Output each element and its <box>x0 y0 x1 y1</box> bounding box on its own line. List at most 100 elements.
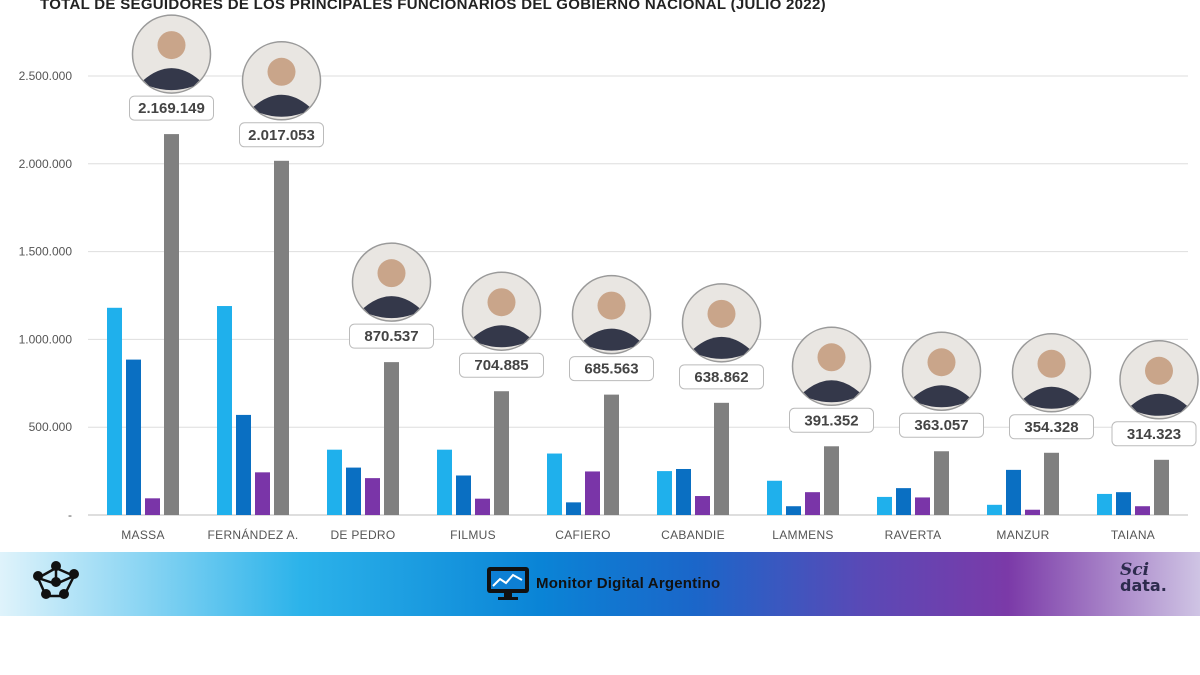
y-tick-label: 500.000 <box>29 420 73 434</box>
total-value-label: 2.169.149 <box>138 100 205 117</box>
bar-de-pedro-s4 <box>384 362 399 515</box>
category-label: TAIANA <box>1111 528 1155 542</box>
y-tick-label: 1.500.000 <box>19 245 73 259</box>
category-label: LAMMENS <box>772 528 833 542</box>
total-label-group: 314.323 <box>1111 421 1197 447</box>
bar-massa-s4 <box>164 134 179 515</box>
total-label-box <box>349 323 434 349</box>
total-label-box <box>1009 414 1094 440</box>
bar-fern-ndez-a--s4 <box>274 160 289 516</box>
bar-cabandie-s3 <box>695 496 710 515</box>
person-avatar-icon <box>791 326 872 407</box>
total-label-group: 685.563 <box>569 356 654 382</box>
person-avatar-icon <box>131 14 212 94</box>
category-label: CABANDIE <box>661 528 725 542</box>
bar-fern-ndez-a--s3 <box>255 472 270 515</box>
total-label-group: 363.057 <box>899 412 984 438</box>
footer-banner: Monitor Digital Argentino Sci data. <box>0 552 1200 616</box>
total-label-box <box>239 122 324 148</box>
total-label-box <box>679 364 764 390</box>
bar-cabandie-s2 <box>676 468 691 515</box>
total-label-box <box>789 407 874 433</box>
bar-massa-s3 <box>145 498 160 515</box>
bar-manzur-s4 <box>1044 452 1059 515</box>
total-label-group: 638.862 <box>679 364 764 390</box>
bar-manzur-s2 <box>1006 469 1021 515</box>
chart-title: TOTAL DE SEGUIDORES DE LOS PRINCIPALES F… <box>40 0 826 13</box>
person-avatar-icon <box>461 271 542 351</box>
y-tick-label: - <box>68 508 72 522</box>
category-labels: MASSA FERNÁNDEZ A. DE PEDRO FILMUS CAFIERO CA… <box>121 527 1155 542</box>
bar-filmus-s3 <box>475 498 490 515</box>
total-label-group: 391.352 <box>789 407 874 433</box>
total-label-group: 704.885 <box>459 352 544 378</box>
person-avatar-icon <box>681 283 762 363</box>
total-label-group: 2.017.053 <box>239 122 324 148</box>
category-label: RAVERTA <box>885 528 942 542</box>
bar-filmus-s2 <box>456 475 471 515</box>
logo-bottom-text: data. <box>1120 576 1167 595</box>
person-avatar-icon <box>901 331 982 411</box>
bar-de-pedro-s1 <box>327 449 342 515</box>
total-value-label: 2.017.053 <box>248 127 315 144</box>
network-people-icon <box>33 561 79 599</box>
bar-lammens-s3 <box>805 492 820 515</box>
total-value-label: 363.057 <box>914 417 968 434</box>
category-label: MASSA <box>121 528 165 542</box>
bar-filmus-s4 <box>494 391 509 515</box>
total-value-label: 354.328 <box>1024 419 1078 436</box>
total-value-label: 685.563 <box>584 361 638 378</box>
category-label: MANZUR <box>996 528 1049 542</box>
total-value-label: 314.323 <box>1127 426 1181 443</box>
bar-cabandie-s1 <box>657 471 672 515</box>
bar-taiana-s3 <box>1135 506 1150 515</box>
bar-lammens-s1 <box>767 480 782 515</box>
bar-taiana-s2 <box>1116 492 1131 515</box>
bar-cafiero-s4 <box>604 394 619 515</box>
total-label-group: 870.537 <box>349 323 434 349</box>
bar-filmus-s1 <box>437 449 452 515</box>
bar-cafiero-s1 <box>547 453 562 515</box>
total-label-box <box>129 95 214 121</box>
category-label: FERNÁNDEZ A. <box>208 527 299 542</box>
bar-manzur-s1 <box>987 504 1002 515</box>
bar-cafiero-s2 <box>566 502 581 515</box>
bar-de-pedro-s2 <box>346 467 361 515</box>
total-label-box <box>569 356 654 382</box>
person-avatar-icon <box>351 242 432 322</box>
person-avatar-icon <box>241 41 322 121</box>
bar-raverta-s4 <box>934 451 949 515</box>
scidata-logo: Sci data. <box>1120 562 1167 594</box>
total-label-group: 354.328 <box>1009 414 1094 440</box>
bar-manzur-s3 <box>1025 509 1040 515</box>
total-label-box <box>459 352 544 378</box>
person-avatar-icon <box>1011 333 1092 413</box>
bar-lammens-s2 <box>786 506 801 515</box>
y-tick-label: 1.000.000 <box>19 332 73 346</box>
total-label-box <box>899 412 984 438</box>
bar-cabandie-s4 <box>714 402 729 515</box>
y-axis-ticks: - 500.000 1.000.000 1.500.000 2.000.000 2.500… <box>19 69 73 522</box>
category-label: FILMUS <box>450 528 496 542</box>
category-label: CAFIERO <box>555 528 610 542</box>
brand: Monitor Digital Argentino <box>486 566 720 600</box>
brand-name: Monitor Digital Argentino <box>536 574 721 592</box>
total-value-label: 704.885 <box>474 357 528 374</box>
total-value-label: 638.862 <box>694 369 748 386</box>
bar-cafiero-s3 <box>585 471 600 515</box>
total-label-group: 2.169.149 <box>129 95 214 121</box>
monitor-chart-icon <box>487 567 529 600</box>
person-avatar-icon <box>571 274 652 355</box>
bar-fern-ndez-a--s2 <box>236 414 251 515</box>
bar-fern-ndez-a--s1 <box>217 306 232 515</box>
bar-taiana-s4 <box>1154 459 1169 515</box>
bar-massa-s2 <box>126 359 141 515</box>
bar-raverta-s3 <box>915 497 930 515</box>
total-value-label: 391.352 <box>804 412 858 429</box>
avatars <box>131 14 1199 420</box>
total-labels: 2.169.149 2.017.053 870.537 704.885 685.563 6… <box>129 95 1197 447</box>
bar-taiana-s1 <box>1097 493 1112 515</box>
bar-raverta-s2 <box>896 488 911 515</box>
bar-chart: - 500.000 1.000.000 1.500.000 2.000.000 2.500… <box>19 14 1199 542</box>
bars <box>107 134 1169 516</box>
